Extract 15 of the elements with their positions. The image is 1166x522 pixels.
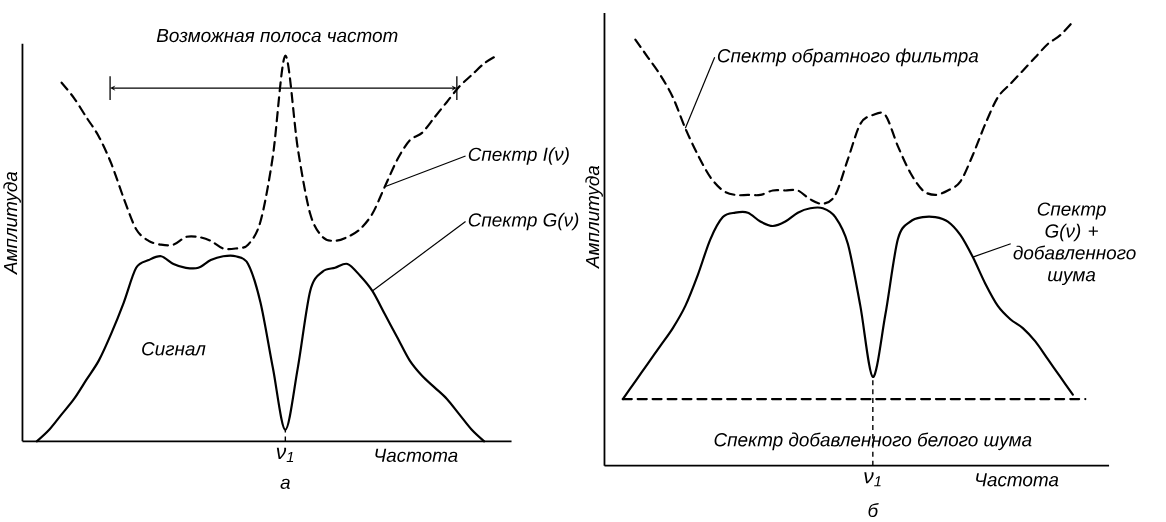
text: Спектр I(ν) <box>468 147 569 165</box>
annotation: Сигнал <box>142 342 206 356</box>
text: Возможная полоса частот <box>156 29 398 43</box>
text: Спектр G(ν) <box>468 212 579 231</box>
series-label: Спектр обратного фильтра <box>717 48 979 67</box>
text: ν$_{1}$ <box>864 472 881 487</box>
text: ν$_{1}$ <box>276 447 294 463</box>
series-label: Спектр G(ν) + добавленного шума <box>1013 202 1136 286</box>
y-axis-title: Амплитуда <box>3 171 21 276</box>
text: б <box>868 503 879 518</box>
y-axis-title: Амплитуда <box>585 165 603 270</box>
series-label: Спектр добавленного белого шума <box>714 432 1032 451</box>
text: а <box>280 478 290 490</box>
x-axis-title: Частота <box>375 448 458 463</box>
x-axis-title: Частота <box>976 473 1059 487</box>
